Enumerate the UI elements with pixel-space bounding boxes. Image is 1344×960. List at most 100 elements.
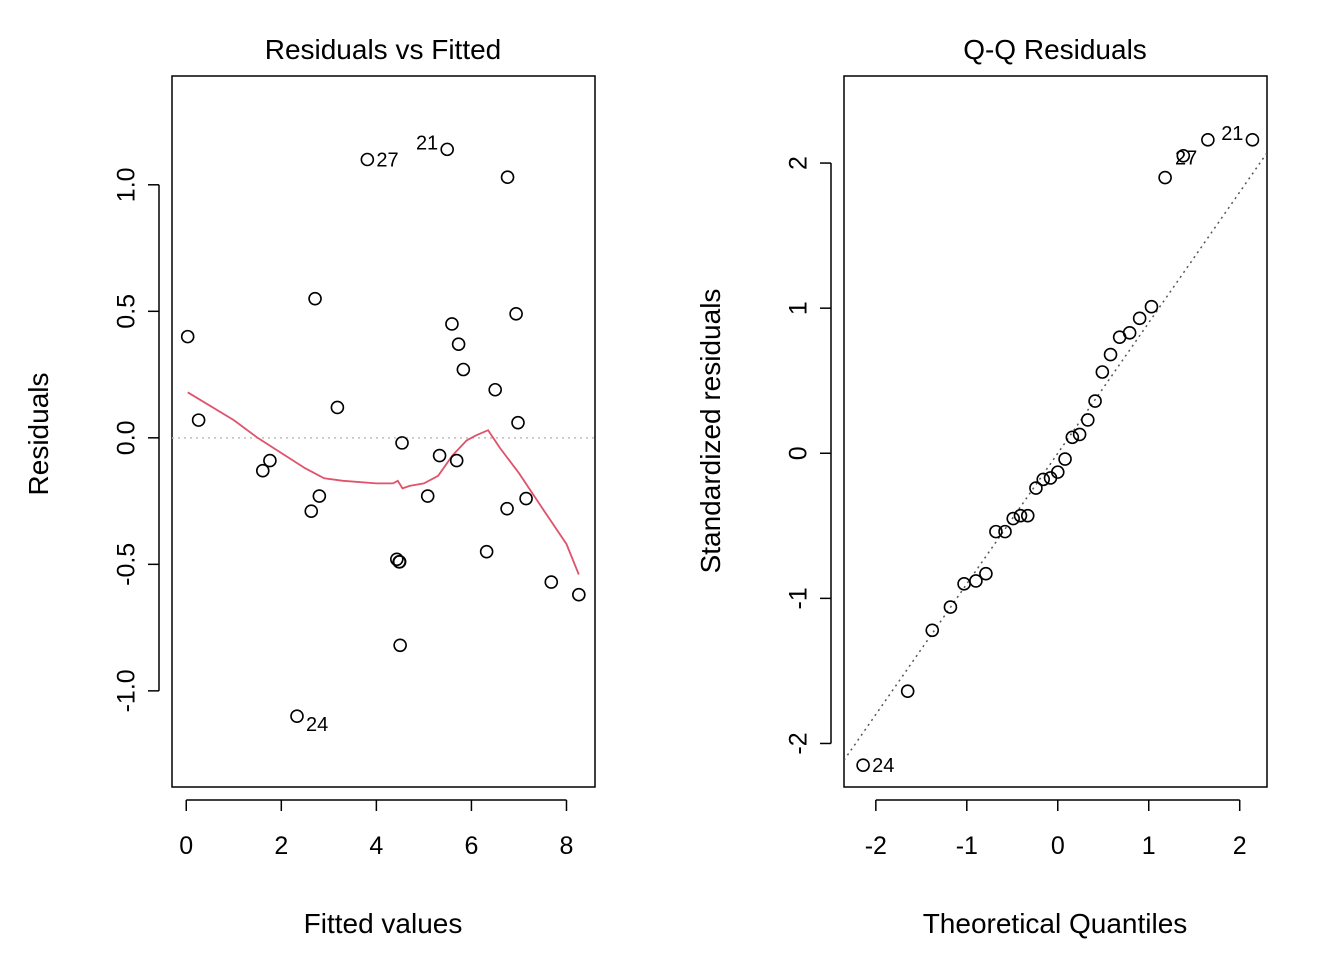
data-point [989,524,1003,539]
data-point [392,555,407,569]
data-point [1176,149,1191,163]
y-tick-label: -0.5 [113,543,141,586]
plot-frame [171,75,596,788]
data-point [1013,508,1028,523]
x-tick-label: 6 [464,832,478,860]
data-point [420,489,435,503]
smoother-line [187,391,580,575]
y-tick-label: 0.0 [113,420,141,455]
data-point [1020,508,1035,523]
point-label: 27 [1175,148,1197,170]
data-point [509,307,523,321]
point-label: 24 [872,755,894,777]
data-point [957,577,971,591]
qq-residuals-panel: Q-Q Residuals Theoretical Quantiles Stan… [695,34,1268,939]
data-point [519,491,533,506]
data-point [511,415,525,430]
y-tick-label: 0 [785,446,813,460]
data-point [1088,394,1102,408]
data-point [500,501,514,516]
point-label: 27 [376,149,398,171]
data-point [479,544,494,559]
data-point [1065,430,1080,445]
data-point [191,413,206,427]
data-point [500,170,515,185]
plot-marks: -2 -1 0 1 2 -2 -1 0 1 2 27 21 24 [785,75,1268,860]
data-point [1050,465,1065,479]
data-point [440,142,454,157]
data-point [1158,170,1172,185]
x-tick-label: 1 [1142,832,1156,860]
x-tick-label: 4 [369,832,383,860]
x-tick-label: 0 [179,832,193,860]
data-point [330,400,345,415]
point-label: 24 [306,714,328,736]
point-label: 21 [1221,123,1243,145]
data-point [432,448,447,463]
y-axis-label: Standardized residuals [695,289,726,574]
data-point [290,709,304,723]
data-point [263,453,277,468]
data-point [488,382,502,397]
data-point [1029,481,1043,495]
data-point [255,463,270,478]
y-axis-label: Residuals [23,373,54,496]
data-point [1058,452,1072,466]
y-tick-label: 1 [785,301,813,315]
x-tick-label: 2 [274,832,288,860]
data-point [395,436,409,450]
point-label: 21 [416,132,438,154]
data-point [1006,511,1021,526]
data-point [943,600,958,614]
data-point [900,684,915,699]
data-point [451,337,466,352]
y-tick-label: -1.0 [113,669,141,712]
x-axis-label: Fitted values [304,908,463,939]
data-point [393,638,407,653]
y-tick-label: 1.0 [113,167,141,202]
plot-title: Residuals vs Fitted [265,34,502,65]
x-axis-label: Theoretical Quantiles [923,908,1188,939]
x-tick-label: 8 [560,832,574,860]
x-tick-label: 2 [1233,832,1247,860]
data-point [1072,427,1087,442]
data-point [1080,413,1095,427]
x-tick-label: -1 [956,832,978,860]
data-point [998,524,1012,539]
y-tick-label: 2 [785,156,813,170]
data-point [456,362,471,377]
data-point [1095,365,1110,379]
data-point [390,552,404,567]
data-point [1201,133,1215,147]
data-point [308,291,322,306]
data-point [969,574,983,588]
data-point [1036,472,1051,487]
plot-title: Q-Q Residuals [963,34,1147,65]
x-tick-label: -2 [865,832,887,860]
data-point [449,453,464,468]
data-point [856,758,870,773]
data-point [925,623,940,638]
data-point [1144,299,1159,314]
y-tick-label: 0.5 [113,294,141,329]
residuals-vs-fitted-panel: Residuals vs Fitted Fitted values Residu… [23,34,596,939]
y-tick-label: -1 [785,587,813,609]
data-point [1132,311,1147,326]
data-point [1122,326,1137,340]
data-point [445,317,459,331]
data-point [979,566,993,581]
x-tick-label: 0 [1051,832,1065,860]
data-point [544,575,559,589]
data-point [360,152,375,167]
data-point [312,489,327,503]
data-point [1245,133,1260,147]
data-point [180,329,195,344]
qq-reference-line [844,152,1267,761]
plot-frame [843,75,1268,788]
data-point [304,504,319,519]
y-tick-label: -2 [785,732,813,754]
data-point [572,587,586,602]
data-point [1103,347,1118,362]
